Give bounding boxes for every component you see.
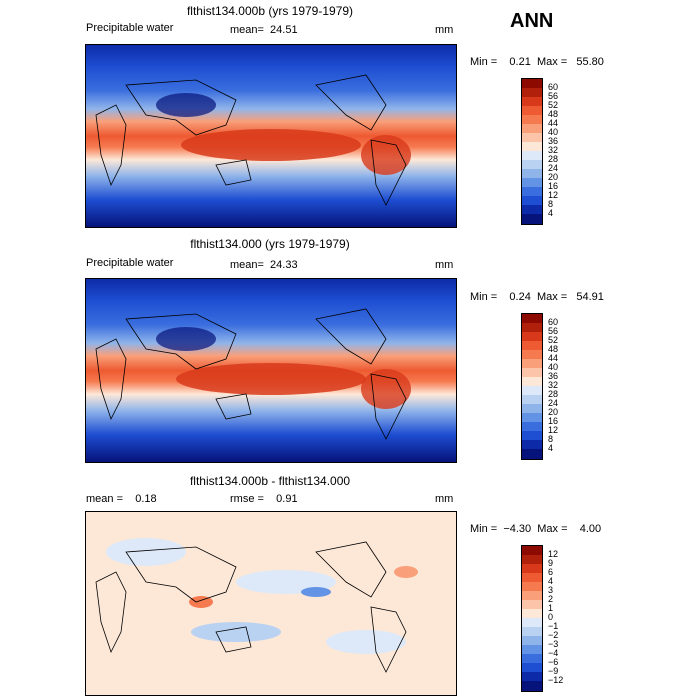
panel-3-title: flthist134.000b - flthist134.000: [189, 474, 351, 488]
diff-blob: [326, 630, 406, 654]
colorbar-tick-label: 4: [548, 443, 554, 453]
colorbar-tick-label: 48: [548, 109, 559, 119]
colorbar-tick-label: 6: [548, 567, 554, 577]
panel-2-variable: Precipitable water: [86, 257, 174, 269]
panel-3-map: [85, 511, 457, 696]
diff-blob: [106, 538, 186, 566]
colorbar-tick-label: 40: [548, 362, 559, 372]
colorbar-tick-label: 12: [548, 549, 559, 559]
panel-1-units: mm: [435, 24, 454, 36]
colorbar-tick-label: 8: [548, 199, 554, 209]
panel-3-colorbar: [521, 545, 543, 692]
colorbar-tick-label: −12: [548, 675, 564, 685]
colorbar-tick-label: 12: [548, 425, 559, 435]
amazon-blob: [361, 135, 411, 175]
panel-1-variable: Precipitable water: [86, 22, 174, 34]
colorbar-tick-label: 2: [548, 594, 554, 604]
warm-pool-blob: [176, 363, 366, 395]
colorbar-tick-label: 60: [548, 82, 559, 92]
colorbar-tick-label: 3: [548, 585, 554, 595]
diff-blob: [189, 596, 213, 608]
colorbar-tick-label: 44: [548, 353, 559, 363]
panel-3-mean: mean = 0.18: [86, 493, 157, 505]
colorbar-tick-label: 4: [548, 576, 554, 586]
colorbar-tick-label: −4: [548, 648, 559, 658]
colorbar-tick-label: −1: [548, 621, 559, 631]
panel-1-title: flthist134.000b (yrs 1979-1979): [186, 4, 354, 18]
colorbar-tick-label: 32: [548, 145, 559, 155]
panel-1-map: [85, 44, 457, 228]
colorbar-tick-label: −9: [548, 666, 559, 676]
colorbar-tick-label: 36: [548, 371, 559, 381]
colorbar-tick-label: 56: [548, 326, 559, 336]
coastlines: [95, 74, 407, 206]
colorbar-tick-label: 20: [548, 407, 559, 417]
panel-2-map: [85, 278, 457, 463]
panel-1-map-svg: [86, 45, 456, 227]
colorbar-tick-label: 28: [548, 154, 559, 164]
diff-blob: [394, 566, 418, 578]
colorbar-tick-label: 12: [548, 190, 559, 200]
colorbar-tick-label: 9: [548, 558, 554, 568]
colorbar-tick-label: 24: [548, 163, 559, 173]
diff-blob: [191, 622, 281, 642]
season-label: ANN: [510, 10, 554, 32]
colorbar-tick-label: 16: [548, 181, 559, 191]
colorbar-tick-label: 52: [548, 100, 559, 110]
coastlines: [95, 541, 407, 673]
colorbar-tick-label: 48: [548, 344, 559, 354]
colorbar-tick-label: 52: [548, 335, 559, 345]
diff-blob: [301, 587, 331, 597]
panel-1-minmax: Min = 0.21 Max = 55.80: [470, 56, 604, 68]
colorbar-tick-label: 8: [548, 434, 554, 444]
panel-2-title: flthist134.000 (yrs 1979-1979): [190, 237, 350, 251]
panel-2-map-svg: [86, 279, 456, 462]
panel-2-units: mm: [435, 259, 454, 271]
tibet-blob: [156, 93, 216, 117]
panel-2-colorbar: [521, 313, 543, 460]
colorbar-tick-label: 40: [548, 127, 559, 137]
colorbar-tick-label: 4: [548, 208, 554, 218]
tibet-blob: [156, 327, 216, 351]
colorbar-tick-label: 60: [548, 317, 559, 327]
colorbar-tick-label: 20: [548, 172, 559, 182]
warm-pool-blob: [181, 129, 361, 161]
colorbar-tick-label: 56: [548, 91, 559, 101]
colorbar-tick-label: −6: [548, 657, 559, 667]
colorbar-tick-label: 44: [548, 118, 559, 128]
colorbar-tick-label: 32: [548, 380, 559, 390]
colorbar-tick-label: 24: [548, 398, 559, 408]
panel-1-mean: mean= 24.51: [230, 24, 298, 36]
colorbar-tick-label: 0: [548, 612, 554, 622]
panel-3-units: mm: [435, 493, 454, 505]
panel-1-colorbar: [521, 78, 543, 225]
colorbar-tick-label: −3: [548, 639, 559, 649]
panel-2-mean: mean= 24.33: [230, 259, 298, 271]
panel-2-minmax: Min = 0.24 Max = 54.91: [470, 291, 604, 303]
colorbar-tick-label: 28: [548, 389, 559, 399]
amazon-blob: [361, 369, 411, 409]
colorbar-tick-label: 16: [548, 416, 559, 426]
panel-3-minmax: Min = −4.30 Max = 4.00: [470, 523, 602, 535]
coastlines: [95, 308, 407, 440]
panel-3-map-svg: [86, 512, 456, 695]
colorbar-tick-label: 36: [548, 136, 559, 146]
colorbar-tick-label: −2: [548, 630, 559, 640]
panel-3-rmse: rmse = 0.91: [230, 493, 298, 505]
colorbar-tick-label: 1: [548, 603, 554, 613]
